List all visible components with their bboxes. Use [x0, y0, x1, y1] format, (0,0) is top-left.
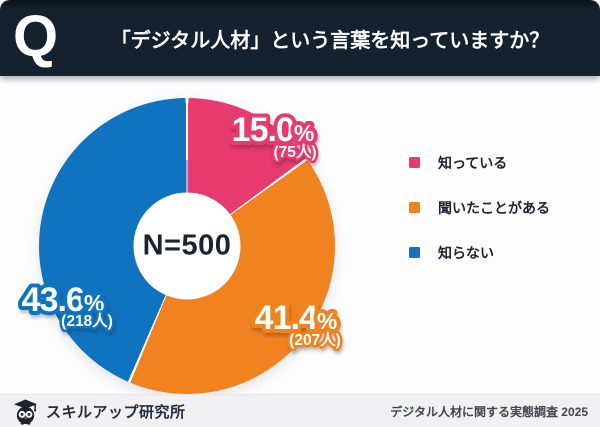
survey-source-label: デジタル人材に関する実態調査 2025 [390, 404, 588, 419]
legend-swatch-know [409, 157, 420, 168]
brand-logo-group: スキルアップ研究所 [12, 398, 186, 425]
legend: 知っている 聞いたことがある 知らない [409, 153, 550, 288]
question-logo: Q [13, 3, 58, 69]
owl-graduate-icon [13, 398, 38, 425]
footer-bar: スキルアップ研究所 デジタル人材に関する実態調査 2025 [0, 394, 600, 427]
header-bar: Q 「デジタル人材」という言葉を知っていますか？ [0, 0, 600, 76]
brand-name: スキルアップ研究所 [46, 403, 186, 421]
page-title: 「デジタル人材」という言葉を知っていますか？ [110, 29, 550, 52]
sample-size-label: N=500 [142, 229, 232, 262]
legend-item-unknown: 知らない [409, 243, 550, 262]
legend-label-know: 知っている [438, 154, 508, 171]
donut-chart: N=500 [39, 98, 335, 394]
legend-item-heard: 聞いたことがある [409, 198, 550, 217]
legend-label-heard: 聞いたことがある [438, 199, 550, 216]
legend-swatch-unknown [409, 247, 420, 258]
legend-swatch-heard [409, 202, 420, 213]
legend-label-unknown: 知らない [438, 244, 494, 261]
legend-item-know: 知っている [409, 153, 550, 172]
donut-center: N=500 [133, 192, 241, 300]
